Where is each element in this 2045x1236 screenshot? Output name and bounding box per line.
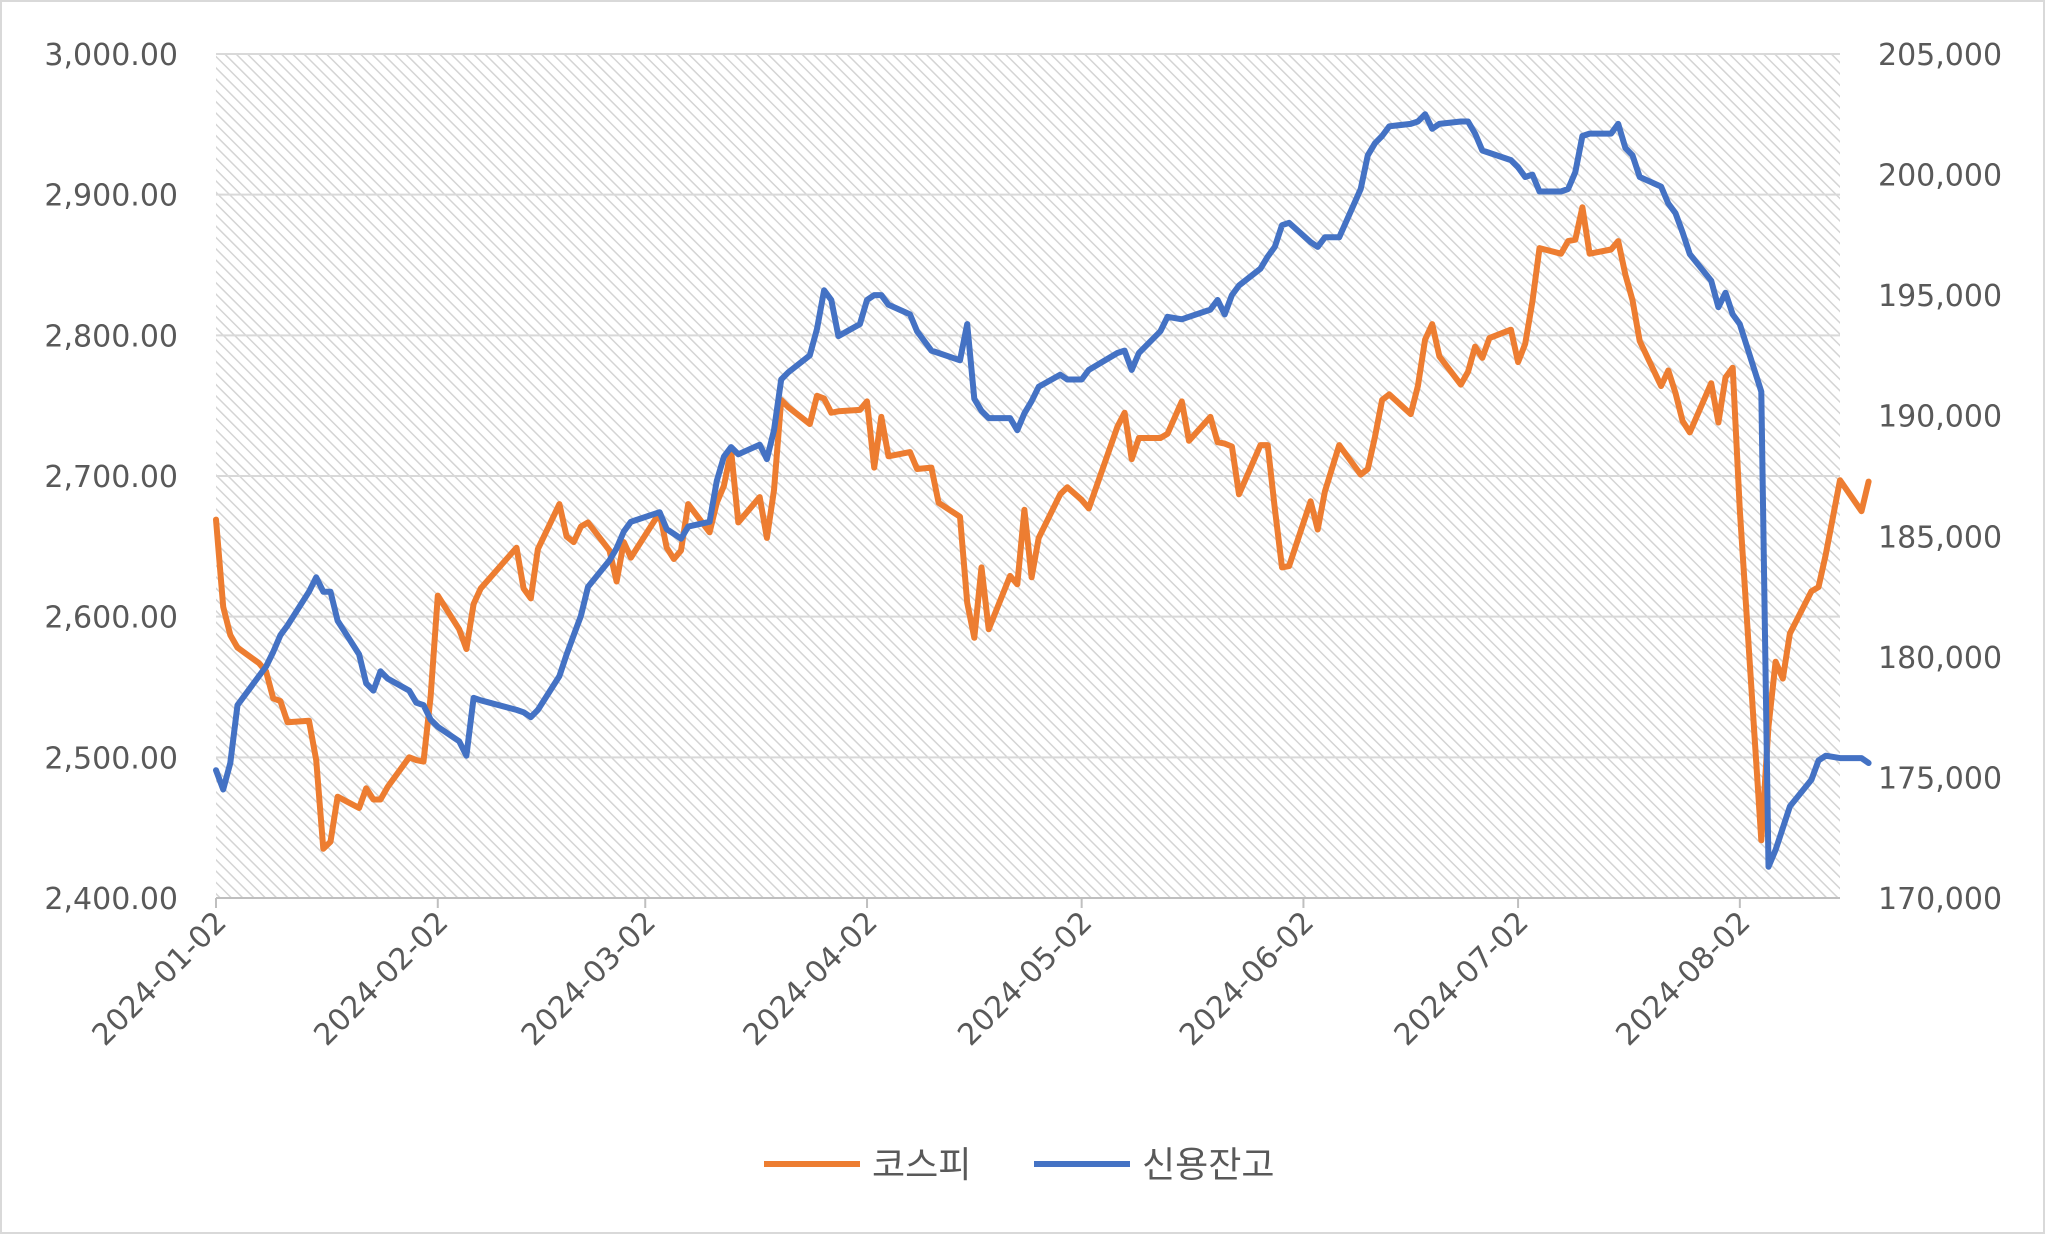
- x-tick-label: 2024-01-02: [86, 905, 234, 1053]
- left-tick-label: 2,700.00: [44, 460, 178, 495]
- legend: 코스피 신용잔고: [764, 1145, 1274, 1186]
- x-tick-label: 2024-07-02: [1388, 905, 1536, 1053]
- right-tick-label: 195,000: [1878, 279, 2002, 314]
- x-tick-label: 2024-05-02: [951, 905, 1099, 1053]
- right-tick-label: 200,000: [1878, 159, 2002, 194]
- left-tick-label: 2,500.00: [44, 741, 178, 776]
- series-line-1: [213, 204, 1872, 852]
- right-tick-label: 170,000: [1878, 882, 2002, 917]
- right-tick-label: 175,000: [1878, 761, 2002, 796]
- left-tick-label: 2,800.00: [44, 319, 178, 354]
- right-tick-label: 205,000: [1878, 38, 2002, 73]
- left-y-axis: 2,400.00 2,500.00 2,600.00 2,700.00 2,800.00…: [44, 38, 178, 917]
- x-tick-label: 2024-03-02: [515, 905, 663, 1053]
- x-tick-label: 2024-08-02: [1609, 905, 1757, 1053]
- left-tick-label: 2,900.00: [44, 179, 178, 214]
- right-tick-label: 180,000: [1878, 641, 2002, 676]
- series-layer: [213, 111, 1872, 870]
- x-tick-label: 2024-06-02: [1173, 905, 1321, 1053]
- left-tick-label: 2,400.00: [44, 882, 178, 917]
- right-tick-label: 185,000: [1878, 520, 2002, 555]
- left-tick-label: 3,000.00: [44, 38, 178, 73]
- right-tick-label: 190,000: [1878, 400, 2002, 435]
- left-tick-label: 2,600.00: [44, 601, 178, 636]
- legend-entry: 코스피: [872, 1145, 971, 1186]
- x-axis: 2024-01-02 2024-02-02 2024-03-02 2024-04-02…: [86, 897, 1840, 1053]
- series-line-2: [213, 111, 1872, 870]
- x-tick-label: 2024-02-02: [307, 905, 455, 1053]
- x-tick-label: 2024-04-02: [737, 905, 885, 1053]
- right-y-axis: 170,000 175,000 180,000 185,000 190,000 195,0…: [1878, 38, 2002, 917]
- legend-entry: 신용잔고: [1142, 1145, 1274, 1186]
